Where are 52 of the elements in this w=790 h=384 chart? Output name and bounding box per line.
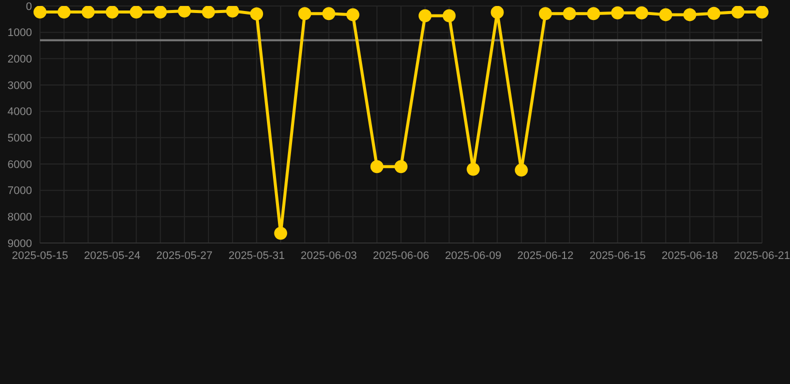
y-tick-label: 0 [26,0,32,13]
point [322,7,336,20]
point [34,6,46,19]
y-tick-label: 8000 [8,212,32,224]
point [466,162,480,176]
y-tick-label: 2000 [8,54,32,66]
point [82,6,95,19]
y-tick-label: 7000 [8,185,32,198]
point [659,8,672,22]
x-tick-label: 2025-05-15 [12,250,68,262]
point [274,226,288,240]
y-tick-label: 5000 [8,132,32,145]
x-tick-label: 2025-05-24 [84,250,140,262]
point [370,160,384,174]
point [106,6,119,19]
point [202,6,215,19]
x-tick-label: 2025-05-27 [156,250,213,262]
point [731,6,744,19]
point [683,8,696,22]
point [490,6,504,19]
x-tick-label: 2025-06-12 [517,250,574,262]
y-tick-label: 9000 [8,238,32,250]
x-tick-label: 2025-06-09 [445,250,502,262]
x-tick-label: 2025-06-15 [589,250,646,262]
point [346,8,360,22]
y-tick-label: 1000 [8,27,32,40]
point [58,6,71,19]
point [178,6,191,18]
point [514,164,528,177]
x-tick-label: 2025-06-18 [662,250,718,262]
point [587,7,600,20]
point [130,6,143,19]
x-tick-label: 2025-06-03 [300,250,357,262]
point [226,6,240,18]
x-tick-label: 2025-06-21 [734,250,790,262]
point [250,7,264,20]
point [562,7,576,20]
y-tick-label: 4000 [8,106,32,118]
point [394,160,408,174]
point [756,6,768,19]
point [442,9,456,22]
point [418,9,432,22]
point [298,7,312,20]
point [538,7,552,20]
point [611,6,624,20]
point [707,6,720,20]
x-tick-label: 2025-06-06 [372,250,430,262]
point [154,6,167,19]
point [635,6,648,20]
x-tick-label: 2025-05-31 [228,250,285,262]
y-tick-label: 3000 [8,80,32,92]
y-tick-label: 6000 [8,158,32,171]
